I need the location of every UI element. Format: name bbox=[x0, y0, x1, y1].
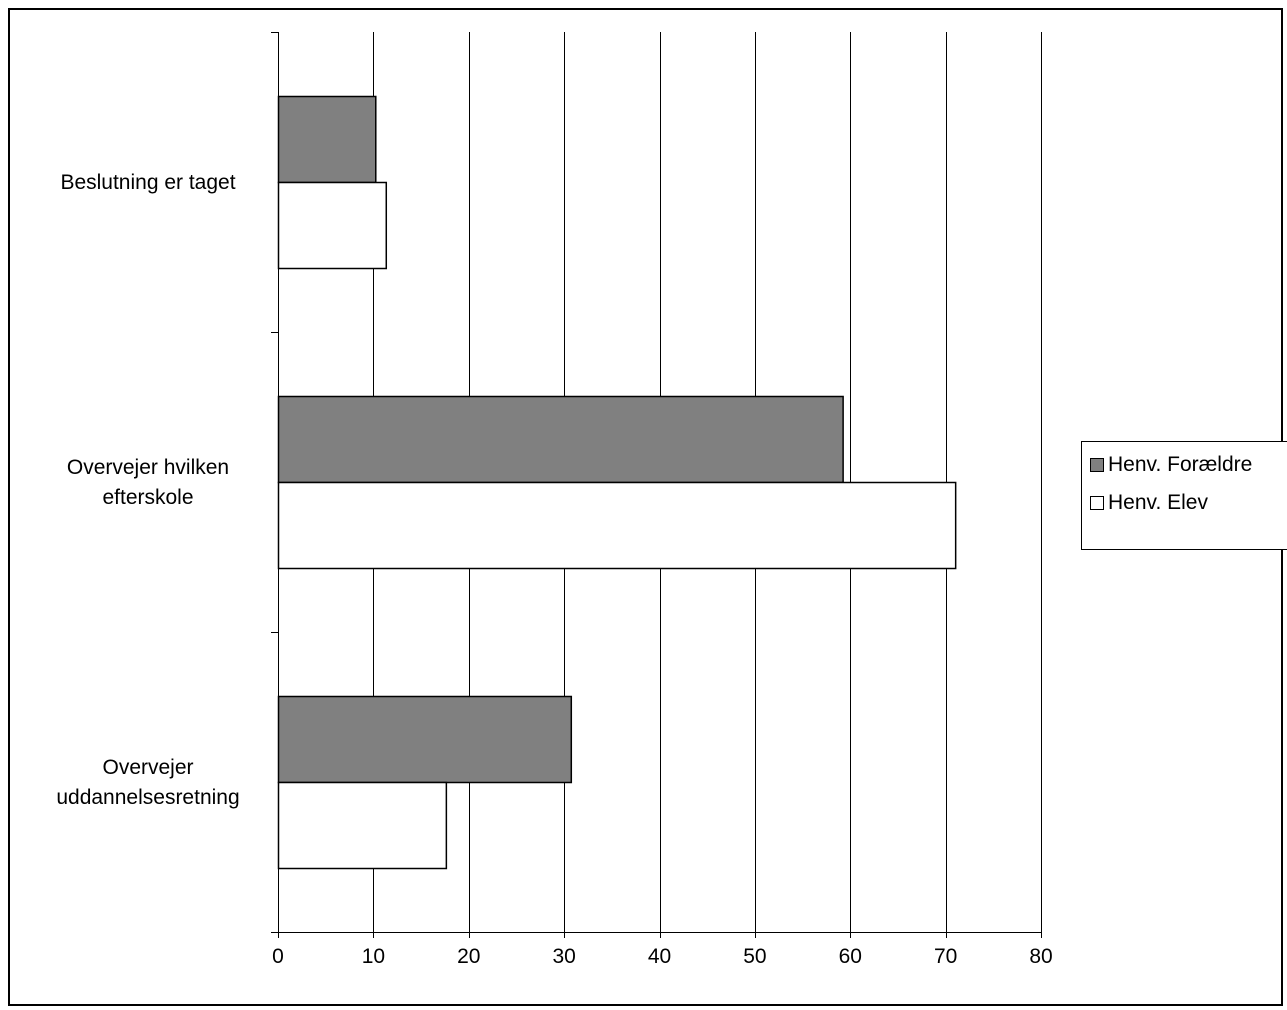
x-tick-label: 20 bbox=[457, 945, 480, 968]
legend: Henv. Forældre Henv. Elev bbox=[1081, 441, 1287, 550]
legend-swatch-foraeldre bbox=[1090, 458, 1104, 472]
bar bbox=[277, 695, 573, 784]
legend-label-foraeldre: Henv. Forældre bbox=[1108, 453, 1253, 476]
x-tick-label: 40 bbox=[648, 945, 671, 968]
bar bbox=[277, 481, 957, 570]
x-tick-labels: 0 10 20 30 40 50 60 70 80 bbox=[272, 945, 1053, 968]
legend-label-elev: Henv. Elev bbox=[1108, 491, 1208, 514]
axes bbox=[271, 32, 1042, 938]
x-tick-label: 80 bbox=[1029, 945, 1052, 968]
bar bbox=[277, 781, 448, 870]
x-tick-label: 60 bbox=[839, 945, 862, 968]
category-label: Overvejer uddannelsesretning bbox=[56, 756, 239, 809]
category-labels: Beslutning er taget Overvejer hvilken efte… bbox=[56, 171, 239, 809]
x-tick-label: 10 bbox=[362, 945, 385, 968]
bar bbox=[277, 395, 844, 484]
x-tick-label: 30 bbox=[552, 945, 575, 968]
bars bbox=[277, 95, 957, 870]
x-tick-label: 70 bbox=[934, 945, 957, 968]
bar bbox=[277, 181, 388, 270]
legend-item-foraeldre: Henv. Forældre bbox=[1090, 453, 1252, 477]
legend-swatch-elev bbox=[1090, 496, 1104, 510]
x-tick-label: 0 bbox=[272, 945, 284, 968]
bar bbox=[277, 95, 377, 184]
category-label: Beslutning er taget bbox=[60, 171, 235, 194]
x-tick-label: 50 bbox=[743, 945, 766, 968]
legend-item-elev: Henv. Elev bbox=[1090, 491, 1208, 515]
category-label: Overvejer hvilken efterskole bbox=[67, 456, 229, 509]
